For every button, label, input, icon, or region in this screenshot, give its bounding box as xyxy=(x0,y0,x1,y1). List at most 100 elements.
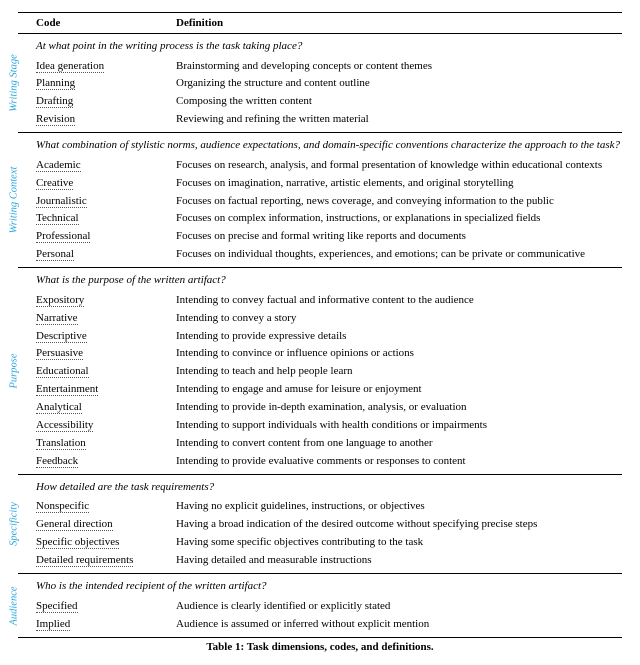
header-spacer xyxy=(18,17,36,29)
dimension-question: What is the purpose of the written artif… xyxy=(18,272,622,291)
code-text: Educational xyxy=(36,365,89,378)
definition-cell: Audience is assumed or inferred without … xyxy=(176,617,622,632)
code-text: Personal xyxy=(36,248,74,261)
section: Writing ContextWhat combination of styli… xyxy=(18,133,622,268)
code-text: Entertainment xyxy=(36,383,98,396)
code-cell: Planning xyxy=(36,76,176,91)
header-definition: Definition xyxy=(176,17,622,29)
code-row: ExpositoryIntending to convey factual an… xyxy=(18,291,622,309)
definition-cell: Focuses on factual reporting, news cover… xyxy=(176,194,622,209)
dimension-label: Writing Context xyxy=(9,167,20,234)
code-cell: Feedback xyxy=(36,454,176,469)
code-text: Detailed requirements xyxy=(36,554,133,567)
section: SpecificityHow detailed are the task req… xyxy=(18,475,622,574)
code-text: Accessibility xyxy=(36,419,93,432)
code-cell: General direction xyxy=(36,517,176,532)
code-row: Accessibility Intending to support indivi… xyxy=(18,416,622,434)
code-cell: Implied xyxy=(36,617,176,632)
code-text: Nonspecific xyxy=(36,500,89,513)
code-row: Personal Focuses on individual thoughts, … xyxy=(18,246,622,264)
dimension-question: How detailed are the task requirements? xyxy=(18,479,622,498)
code-cell: Detailed requirements xyxy=(36,553,176,568)
code-cell: Specific objectives xyxy=(36,535,176,550)
code-row: Persuasive Intending to convince or influ… xyxy=(18,345,622,363)
code-row: Journalistic Focuses on factual reporting… xyxy=(18,192,622,210)
code-text: Planning xyxy=(36,77,75,90)
code-cell: Specified xyxy=(36,599,176,614)
code-row: Drafting Composing the written content xyxy=(18,93,622,111)
definition-cell: Intending to provide in-depth examinatio… xyxy=(176,400,622,415)
definition-cell: Focuses on individual thoughts, experien… xyxy=(176,247,622,262)
code-row: Revision Reviewing and refining the writt… xyxy=(18,111,622,129)
definition-cell: Having no explicit guidelines, instructi… xyxy=(176,499,622,514)
definition-cell: Intending to convert content from one la… xyxy=(176,436,622,451)
definition-cell: Composing the written content xyxy=(176,94,622,109)
definition-cell: Organizing the structure and content out… xyxy=(176,76,622,91)
definition-cell: Having a broad indication of the desired… xyxy=(176,517,622,532)
code-cell: Accessibility xyxy=(36,418,176,433)
definition-cell: Intending to teach and help people learn xyxy=(176,364,622,379)
definition-cell: Intending to engage and amuse for leisur… xyxy=(176,382,622,397)
code-text: Specific objectives xyxy=(36,536,119,549)
code-text: Creative xyxy=(36,177,73,190)
dimension-label: Audience xyxy=(9,586,20,625)
code-text: Persuasive xyxy=(36,347,83,360)
definition-cell: Intending to convey a story xyxy=(176,311,622,326)
code-text: Implied xyxy=(36,618,70,631)
code-row: General direction Having a broad indicati… xyxy=(18,516,622,534)
code-text: Professional xyxy=(36,230,90,243)
code-cell: Technical xyxy=(36,211,176,226)
code-text: Feedback xyxy=(36,455,78,468)
code-cell: Translation xyxy=(36,436,176,451)
code-cell: Academic xyxy=(36,158,176,173)
code-text: General direction xyxy=(36,518,113,531)
code-row: Academic Focuses on research, analysis, a… xyxy=(18,156,622,174)
code-cell: Journalistic xyxy=(36,194,176,209)
definition-cell: Focuses on research, analysis, and forma… xyxy=(176,158,622,173)
code-cell: Nonspecific xyxy=(36,499,176,514)
code-text: Revision xyxy=(36,113,75,126)
code-row: Idea generation Brainstorming and develop… xyxy=(18,57,622,75)
code-cell: Persuasive xyxy=(36,346,176,361)
definition-cell: Brainstorming and developing concepts or… xyxy=(176,59,622,74)
code-row: Implied Audience is assumed or inferred w… xyxy=(18,615,622,633)
code-text: Expository xyxy=(36,294,84,307)
section: Writing StageAt what point in the writin… xyxy=(18,34,622,133)
definition-cell: Intending to convince or influence opini… xyxy=(176,346,622,361)
header-code: Code xyxy=(36,17,176,29)
code-row: Specific objectives Having some specific … xyxy=(18,534,622,552)
definition-cell: Reviewing and refining the written mater… xyxy=(176,112,622,127)
dimension-label: Writing Stage xyxy=(9,54,20,111)
code-cell: Professional xyxy=(36,229,176,244)
code-text: Analytical xyxy=(36,401,82,414)
definition-cell: Focuses on precise and formal writing li… xyxy=(176,229,622,244)
dimension-question: At what point in the writing process is … xyxy=(18,38,622,57)
definition-cell: Intending to provide evaluative comments… xyxy=(176,454,622,469)
code-cell: Creative xyxy=(36,176,176,191)
code-cell: Narrative xyxy=(36,311,176,326)
code-text: Idea generation xyxy=(36,60,104,73)
section: AudienceWho is the intended recipient of… xyxy=(18,574,622,638)
code-row: Educational Intending to teach and help p… xyxy=(18,363,622,381)
code-row: Nonspecific Having no explicit guidelines… xyxy=(18,498,622,516)
code-row: Planning Organizing the structure and con… xyxy=(18,75,622,93)
code-text: Drafting xyxy=(36,95,73,108)
code-cell: Analytical xyxy=(36,400,176,415)
dimension-question: Who is the intended recipient of the wri… xyxy=(18,578,622,597)
code-row: Entertainment Intending to engage and amu… xyxy=(18,381,622,399)
table-header-row: Code Definition xyxy=(18,12,622,34)
definition-cell: Intending to support individuals with he… xyxy=(176,418,622,433)
code-text: Journalistic xyxy=(36,195,87,208)
code-cell: Personal xyxy=(36,247,176,262)
code-cell: Drafting xyxy=(36,94,176,109)
code-text: Technical xyxy=(36,212,79,225)
definition-cell: Having detailed and measurable instructi… xyxy=(176,553,622,568)
code-row: Professional Focuses on precise and forma… xyxy=(18,228,622,246)
definition-cell: Having some specific objectives contribu… xyxy=(176,535,622,550)
dimension-label: Purpose xyxy=(9,354,20,389)
code-row: Feedback Intending to provide evaluative … xyxy=(18,452,622,470)
code-cell: Entertainment xyxy=(36,382,176,397)
code-row: NarrativeIntending to convey a story xyxy=(18,309,622,327)
dimension-question: What combination of stylistic norms, aud… xyxy=(18,137,622,156)
code-text: Academic xyxy=(36,159,81,172)
